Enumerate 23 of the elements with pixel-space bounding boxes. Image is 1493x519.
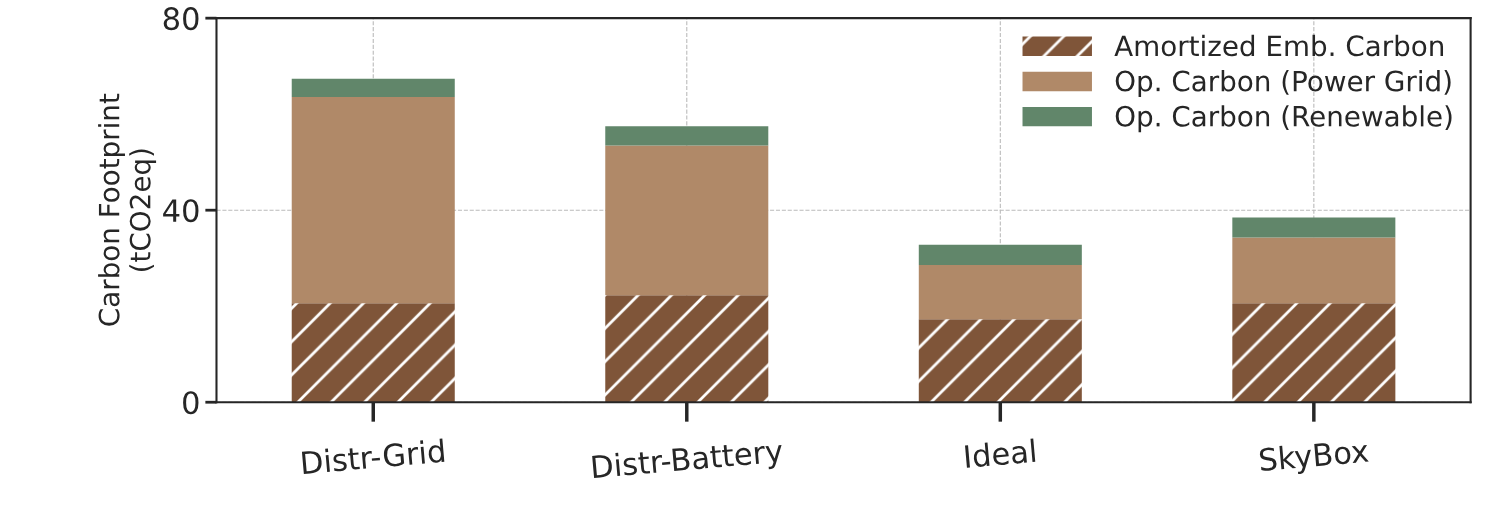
bar <box>1232 217 1396 238</box>
bar <box>1232 303 1396 403</box>
bar <box>918 244 1082 265</box>
legend-label: Amortized Emb. Carbon <box>1114 34 1444 57</box>
y-tick-label: 80 <box>163 7 199 31</box>
y-tick-label: 40 <box>163 199 199 223</box>
bar <box>605 145 769 296</box>
bar <box>1232 237 1396 304</box>
x-tick-label: Distr-Battery <box>592 438 784 485</box>
legend-label: Op. Carbon (Renewable) <box>1115 105 1452 133</box>
x-tick-label: SkyBox <box>1259 438 1370 478</box>
bar <box>605 126 769 146</box>
bar <box>291 78 455 97</box>
y-axis-title: Carbon Footprint (tCO2eq) <box>98 93 157 326</box>
y-tick-label: 0 <box>183 391 199 415</box>
bar <box>918 264 1082 320</box>
bar <box>291 303 455 403</box>
bar <box>291 96 455 304</box>
bar <box>605 295 769 403</box>
x-tick-label: Distr-Grid <box>301 438 445 475</box>
bar <box>918 319 1082 403</box>
x-tick-label: Ideal <box>964 438 1036 469</box>
legend-label: Op. Carbon (Power Grid) <box>1115 70 1451 97</box>
